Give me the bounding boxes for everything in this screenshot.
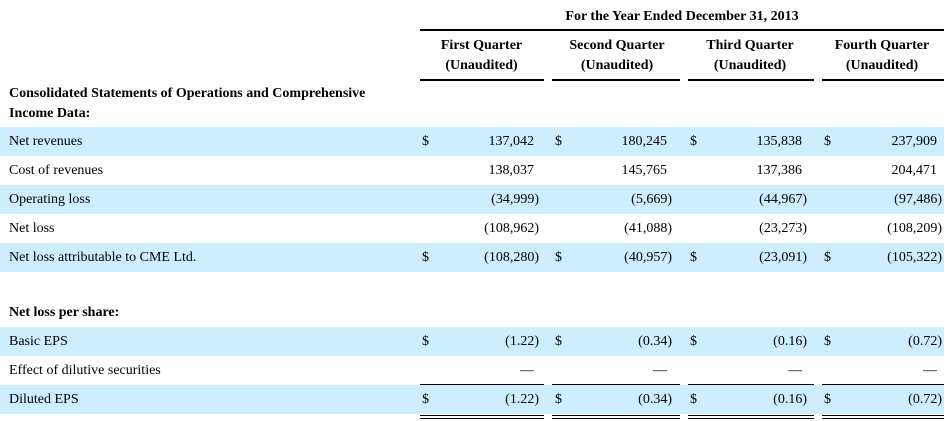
currency-symbol: $ xyxy=(555,134,562,149)
value-q4: — xyxy=(923,363,937,378)
total-double-rule-q3-bottom xyxy=(688,418,814,419)
total-double-rule-q2-top xyxy=(552,415,680,416)
column-header-underline-q2 xyxy=(552,79,680,81)
period-title-underline xyxy=(420,29,944,31)
column-header-q2: Second Quarter (Unaudited) xyxy=(552,36,682,76)
value-q1: — xyxy=(520,363,534,378)
subtotal-rule-q1 xyxy=(420,384,544,385)
per-share-section-title: Net loss per share: xyxy=(9,305,120,320)
column-header-q1-title: First Quarter xyxy=(440,38,523,53)
column-header-q3: Third Quarter (Unaudited) xyxy=(686,36,814,76)
total-double-rule-q4-top xyxy=(822,415,944,416)
column-header-q4-title: Fourth Quarter xyxy=(834,38,930,53)
currency-symbol: $ xyxy=(555,392,562,407)
table-row-dilutive-effect: Effect of dilutive securities — — — — xyxy=(0,356,944,385)
value-q4: 204,471 xyxy=(891,163,938,178)
column-header-q4: Fourth Quarter (Unaudited) xyxy=(820,36,944,76)
period-title: For the Year Ended December 31, 2013 xyxy=(565,9,799,24)
column-header-underline-q1 xyxy=(420,79,544,81)
currency-symbol: $ xyxy=(422,250,429,265)
value-q1: (108,962) xyxy=(484,221,539,236)
value-q3: 137,386 xyxy=(756,163,803,178)
column-header-q1: First Quarter (Unaudited) xyxy=(415,36,548,76)
value-q3: (23,273) xyxy=(759,221,807,236)
value-q2: (41,088) xyxy=(624,221,672,236)
currency-symbol: $ xyxy=(555,250,562,265)
table-row-cost-of-revenues: Cost of revenues 138,037 145,765 137,386… xyxy=(0,156,944,185)
table-row-diluted-eps: Diluted EPS $ (1.22) $ (0.34) $ (0.16) $… xyxy=(0,385,944,414)
value-q4: 237,909 xyxy=(891,134,938,149)
value-q3: (23,091) xyxy=(759,250,807,265)
currency-symbol: $ xyxy=(824,392,831,407)
operations-section-title: Consolidated Statements of Operations an… xyxy=(9,84,429,124)
column-header-q1-subtitle: (Unaudited) xyxy=(445,58,518,73)
currency-symbol: $ xyxy=(555,334,562,349)
column-header-q4-subtitle: (Unaudited) xyxy=(845,58,919,73)
currency-symbol: $ xyxy=(690,134,697,149)
subtotal-rule-q3 xyxy=(688,384,814,385)
row-label: Net revenues xyxy=(9,134,83,149)
row-label: Effect of dilutive securities xyxy=(9,363,161,378)
value-q1: (108,280) xyxy=(484,250,539,265)
value-q2: 180,245 xyxy=(621,134,668,149)
value-q2: 145,765 xyxy=(621,163,668,178)
operations-section-title-line1: Consolidated Statements of Operations an… xyxy=(9,86,366,101)
currency-symbol: $ xyxy=(690,334,697,349)
value-q2: (0.34) xyxy=(638,334,672,349)
currency-symbol: $ xyxy=(824,250,831,265)
value-q3: 135,838 xyxy=(756,134,803,149)
row-label: Net loss xyxy=(9,221,55,236)
total-double-rule-q2-bottom xyxy=(552,418,680,419)
column-header-q2-title: Second Quarter xyxy=(569,38,665,53)
value-q2: (5,669) xyxy=(631,192,672,207)
column-header-underline-q3 xyxy=(688,79,814,81)
total-double-rule-q1-bottom xyxy=(420,418,544,419)
row-label: Cost of revenues xyxy=(9,163,104,178)
value-q3: (44,967) xyxy=(759,192,807,207)
value-q4: (105,322) xyxy=(887,250,942,265)
table-row-net-loss-attributable: Net loss attributable to CME Ltd. $ (108… xyxy=(0,243,944,272)
value-q1: (1.22) xyxy=(505,392,539,407)
value-q2: (40,957) xyxy=(624,250,672,265)
value-q4: (0.72) xyxy=(908,334,942,349)
value-q1: (1.22) xyxy=(505,334,539,349)
currency-symbol: $ xyxy=(422,392,429,407)
row-label: Diluted EPS xyxy=(9,392,79,407)
total-double-rule-q3-top xyxy=(688,415,814,416)
value-q4: (0.72) xyxy=(908,392,942,407)
currency-symbol: $ xyxy=(824,334,831,349)
value-q4: (97,486) xyxy=(894,192,942,207)
table-row-basic-eps: Basic EPS $ (1.22) $ (0.34) $ (0.16) $ (… xyxy=(0,327,944,356)
value-q1: (34,999) xyxy=(491,192,539,207)
value-q1: 137,042 xyxy=(488,134,535,149)
total-double-rule-q4-bottom xyxy=(822,418,944,419)
row-label: Operating loss xyxy=(9,192,91,207)
value-q1: 138,037 xyxy=(488,163,535,178)
table-row-net-revenues: Net revenues $ 137,042 $ 180,245 $ 135,8… xyxy=(0,127,944,156)
value-q3: (0.16) xyxy=(773,392,807,407)
currency-symbol: $ xyxy=(690,392,697,407)
value-q3: (0.16) xyxy=(773,334,807,349)
table-row-net-loss: Net loss (108,962) (41,088) (23,273) (10… xyxy=(0,214,944,243)
currency-symbol: $ xyxy=(690,250,697,265)
value-q2: — xyxy=(653,363,667,378)
subtotal-rule-q4 xyxy=(822,384,944,385)
table-row-operating-loss: Operating loss (34,999) (5,669) (44,967)… xyxy=(0,185,944,214)
total-double-rule-q1-top xyxy=(420,415,544,416)
column-header-q3-title: Third Quarter xyxy=(706,38,794,53)
column-header-q2-subtitle: (Unaudited) xyxy=(580,58,654,73)
operations-section-title-line2: Income Data: xyxy=(9,106,91,121)
currency-symbol: $ xyxy=(824,134,831,149)
column-header-underline-q4 xyxy=(822,79,944,81)
subtotal-rule-q2 xyxy=(552,384,680,385)
currency-symbol: $ xyxy=(422,334,429,349)
value-q4: (108,209) xyxy=(887,221,942,236)
row-label: Basic EPS xyxy=(9,334,68,349)
currency-symbol: $ xyxy=(422,134,429,149)
value-q3: — xyxy=(788,363,802,378)
row-label: Net loss attributable to CME Ltd. xyxy=(9,250,197,265)
value-q2: (0.34) xyxy=(638,392,672,407)
column-header-q3-subtitle: (Unaudited) xyxy=(713,58,787,73)
